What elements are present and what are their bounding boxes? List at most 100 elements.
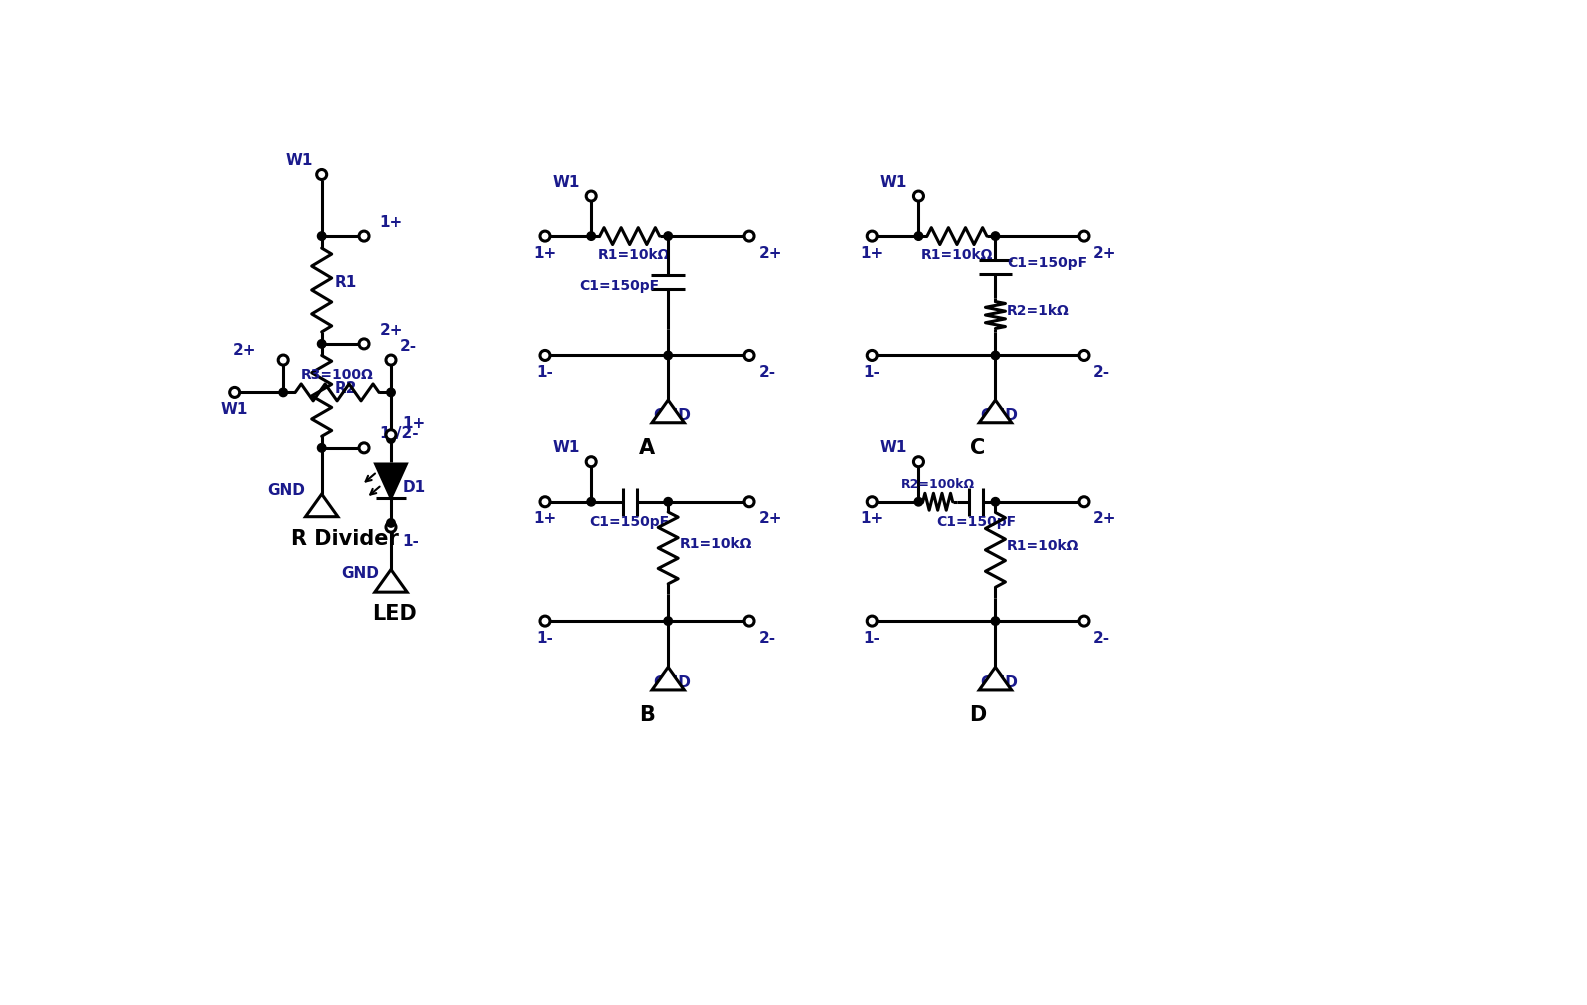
Circle shape <box>359 339 370 349</box>
Text: LED: LED <box>373 604 417 624</box>
Text: R1=10kΩ: R1=10kΩ <box>920 248 993 262</box>
Text: 1+: 1+ <box>403 416 425 431</box>
Text: 1-/2-: 1-/2- <box>379 426 419 441</box>
Circle shape <box>992 351 1000 360</box>
Circle shape <box>914 232 922 240</box>
Circle shape <box>317 340 325 348</box>
Circle shape <box>586 456 597 466</box>
Text: D: D <box>970 706 987 725</box>
Circle shape <box>540 496 551 507</box>
Text: C1=150pF: C1=150pF <box>590 515 670 529</box>
Circle shape <box>386 430 397 440</box>
Circle shape <box>387 435 395 443</box>
Text: D1: D1 <box>403 479 425 494</box>
Text: R Divider: R Divider <box>290 529 398 549</box>
Circle shape <box>386 355 397 365</box>
Text: W1: W1 <box>879 175 906 190</box>
Text: 2+: 2+ <box>1093 245 1117 260</box>
Text: 1-: 1- <box>536 365 554 380</box>
Circle shape <box>317 170 327 180</box>
Polygon shape <box>652 400 684 423</box>
Text: C1=150pF: C1=150pF <box>936 515 1016 529</box>
Text: GND: GND <box>654 408 690 423</box>
Text: 2+: 2+ <box>233 343 256 358</box>
Circle shape <box>540 351 551 361</box>
Text: GND: GND <box>981 675 1019 690</box>
Polygon shape <box>979 400 1011 423</box>
Text: 2-: 2- <box>1093 630 1111 645</box>
Circle shape <box>992 232 1000 240</box>
Text: 1-: 1- <box>863 365 881 380</box>
Circle shape <box>867 231 878 241</box>
Polygon shape <box>979 667 1011 690</box>
Text: 2+: 2+ <box>759 512 782 527</box>
Circle shape <box>914 456 924 466</box>
Text: B: B <box>640 706 655 725</box>
Polygon shape <box>306 494 338 517</box>
Circle shape <box>1079 231 1089 241</box>
Circle shape <box>992 497 1000 506</box>
Text: R1=10kΩ: R1=10kΩ <box>1008 539 1079 553</box>
Circle shape <box>317 443 325 452</box>
Text: R2=1kΩ: R2=1kΩ <box>1008 305 1070 319</box>
Text: 1+: 1+ <box>379 215 403 230</box>
Text: R1=10kΩ: R1=10kΩ <box>679 537 752 551</box>
Text: R2=100kΩ: R2=100kΩ <box>901 478 974 491</box>
Text: C1=150pF: C1=150pF <box>1008 256 1087 270</box>
Circle shape <box>992 617 1000 625</box>
Circle shape <box>386 523 397 533</box>
Text: W1: W1 <box>552 175 579 190</box>
Circle shape <box>230 387 240 397</box>
Circle shape <box>867 616 878 626</box>
Text: R3=100Ω: R3=100Ω <box>300 369 373 383</box>
Text: C1=150pF: C1=150pF <box>579 279 659 293</box>
Circle shape <box>744 616 754 626</box>
Polygon shape <box>376 464 406 497</box>
Circle shape <box>387 388 395 397</box>
Text: W1: W1 <box>221 402 249 417</box>
Circle shape <box>540 616 551 626</box>
Circle shape <box>867 496 878 507</box>
Circle shape <box>914 191 924 201</box>
Circle shape <box>279 388 287 397</box>
Circle shape <box>1079 616 1089 626</box>
Circle shape <box>359 231 370 241</box>
Text: 1+: 1+ <box>533 512 557 527</box>
Text: 2-: 2- <box>1093 365 1111 380</box>
Polygon shape <box>375 570 408 592</box>
Circle shape <box>663 351 673 360</box>
Text: 2-: 2- <box>759 630 776 645</box>
Text: W1: W1 <box>286 153 313 168</box>
Text: 1-: 1- <box>863 630 881 645</box>
Text: A: A <box>640 438 655 458</box>
Text: GND: GND <box>341 566 379 581</box>
Polygon shape <box>652 667 684 690</box>
Text: 1-: 1- <box>536 630 554 645</box>
Circle shape <box>1079 351 1089 361</box>
Circle shape <box>359 443 370 453</box>
Circle shape <box>317 232 325 240</box>
Circle shape <box>867 351 878 361</box>
Text: 2-: 2- <box>400 339 417 354</box>
Circle shape <box>587 497 595 506</box>
Text: R2: R2 <box>335 381 357 396</box>
Text: R1: R1 <box>335 274 357 289</box>
Text: 2+: 2+ <box>759 245 782 260</box>
Circle shape <box>1079 496 1089 507</box>
Circle shape <box>744 496 754 507</box>
Text: 1+: 1+ <box>533 245 557 260</box>
Text: GND: GND <box>654 675 690 690</box>
Circle shape <box>663 497 673 506</box>
Text: C: C <box>971 438 986 458</box>
Text: 1+: 1+ <box>860 245 884 260</box>
Text: W1: W1 <box>879 440 906 455</box>
Circle shape <box>587 232 595 240</box>
Circle shape <box>586 191 597 201</box>
Text: 2+: 2+ <box>379 323 403 338</box>
Circle shape <box>387 519 395 528</box>
Text: 2-: 2- <box>759 365 776 380</box>
Circle shape <box>914 497 922 506</box>
Text: GND: GND <box>267 482 305 497</box>
Text: W1: W1 <box>552 440 579 455</box>
Text: 1-: 1- <box>403 534 419 549</box>
